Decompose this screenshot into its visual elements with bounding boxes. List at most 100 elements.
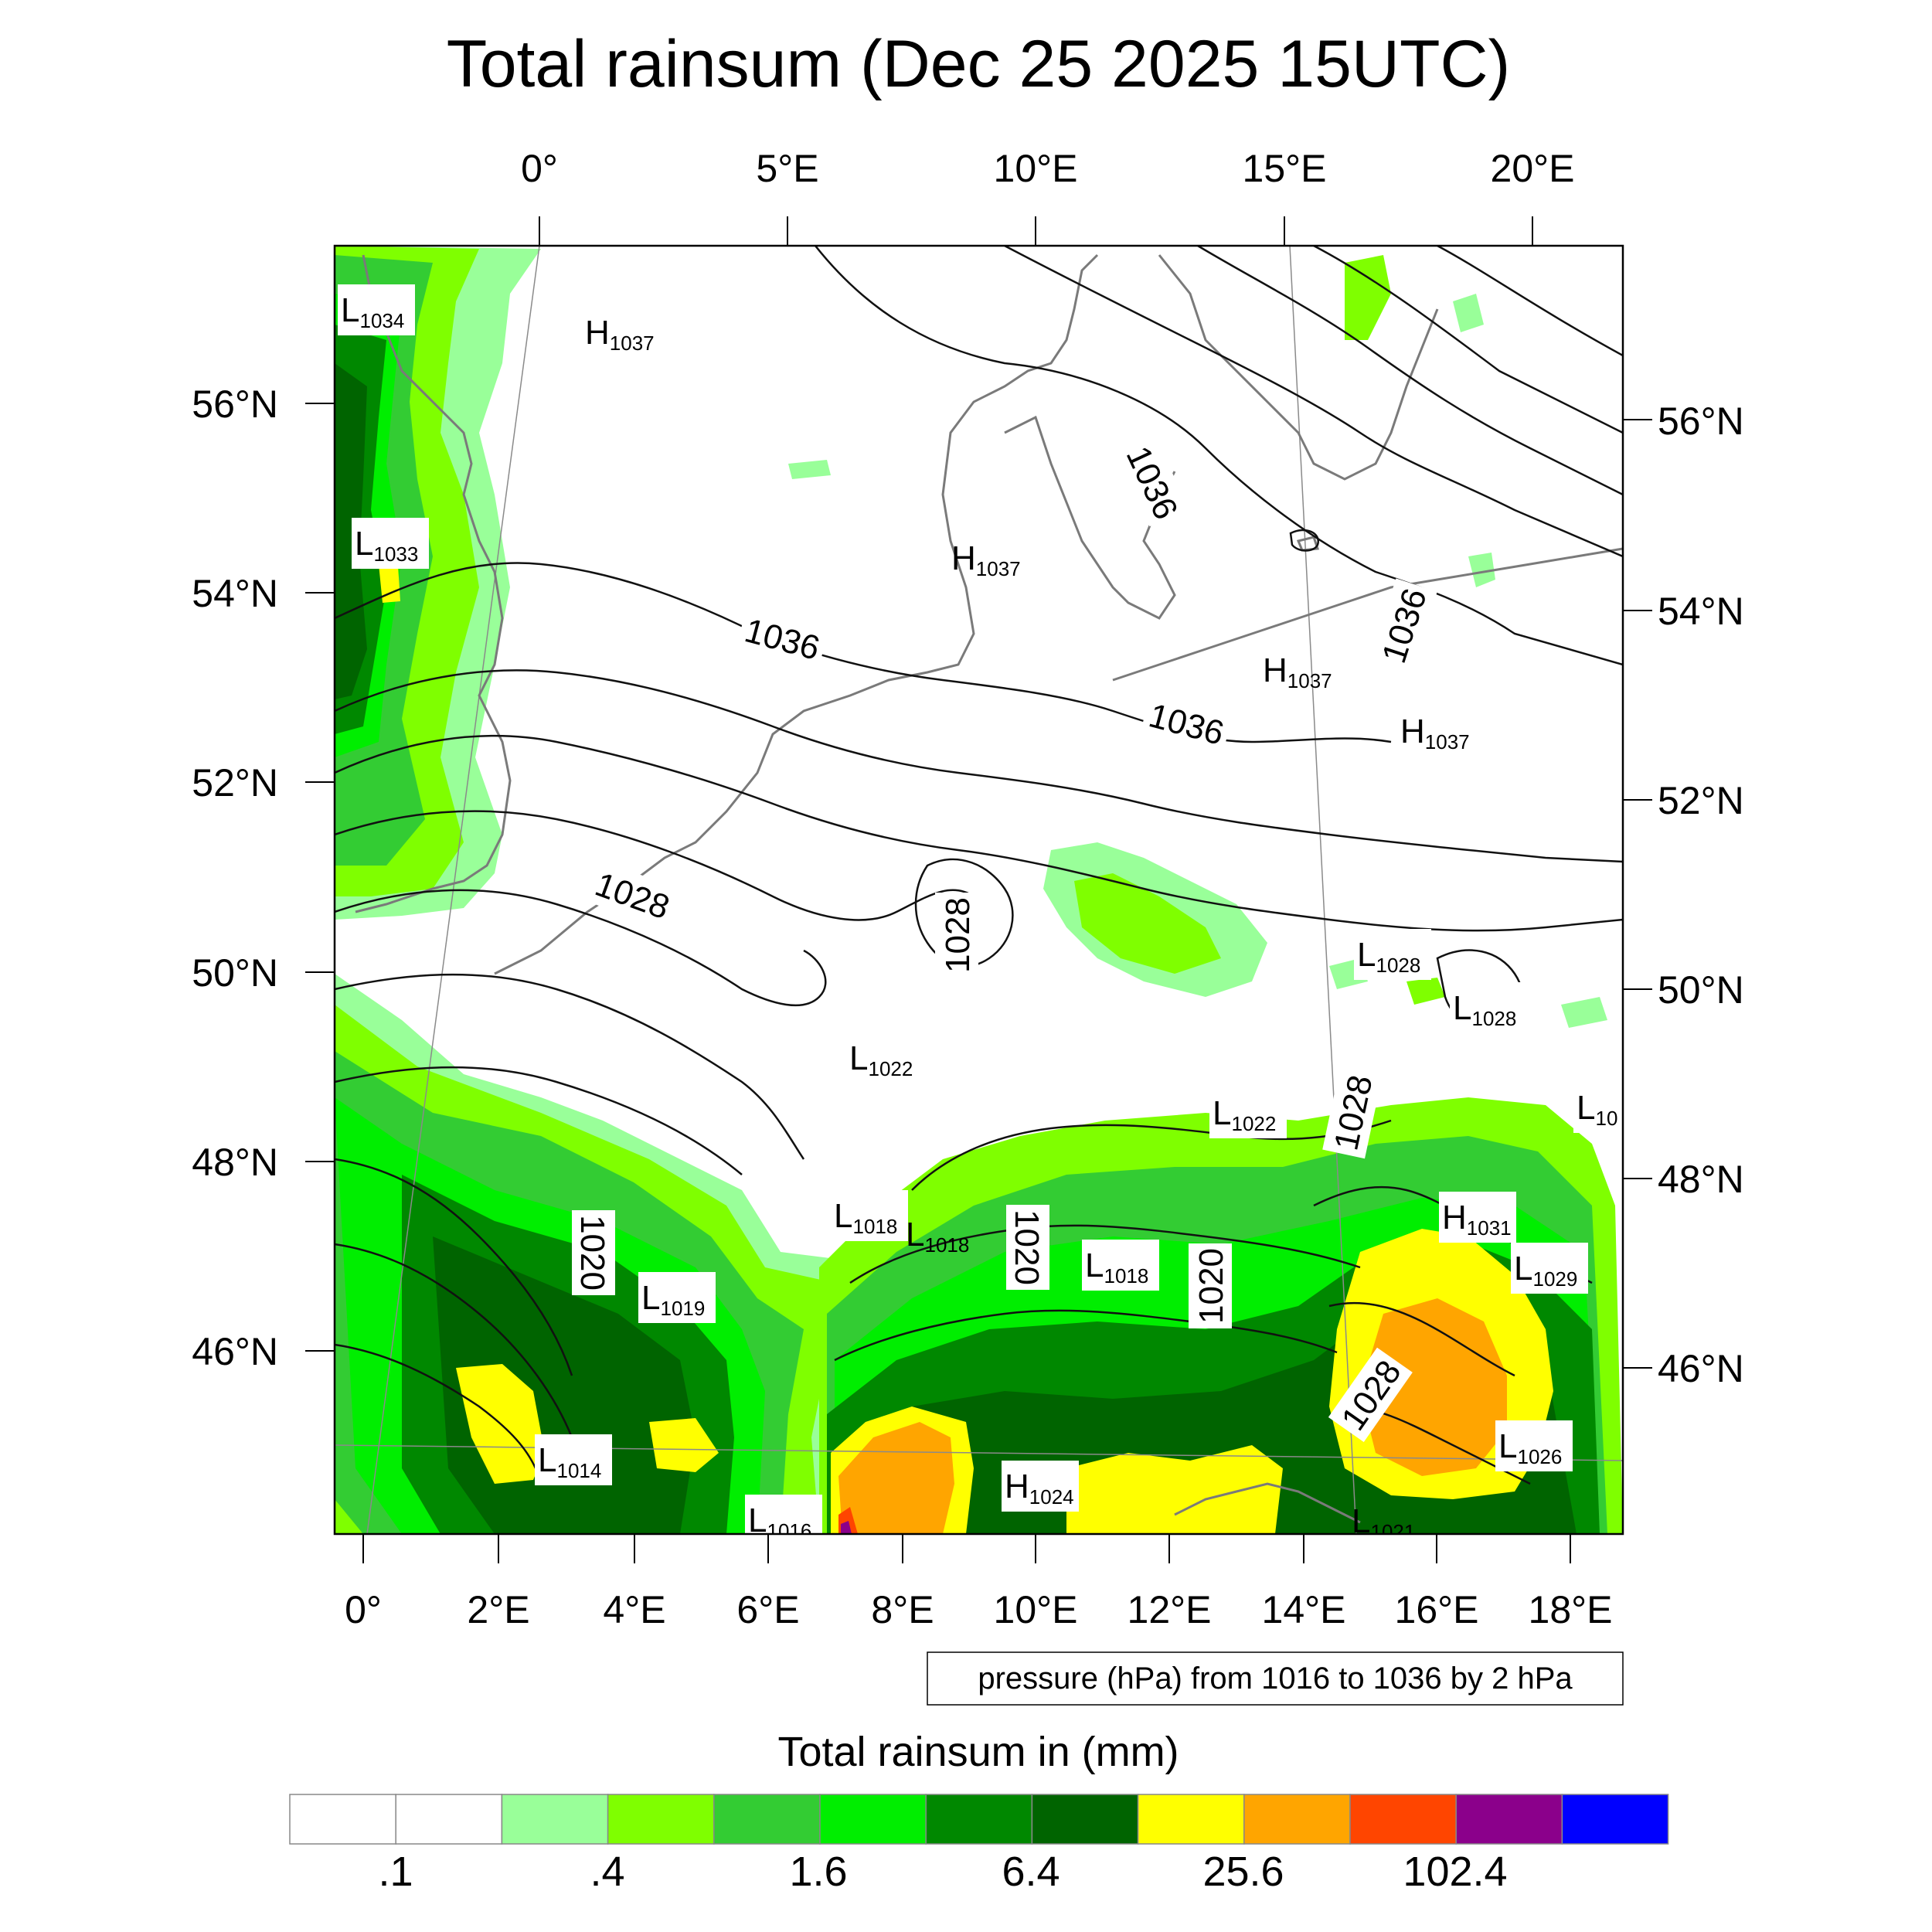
contour-label: 1020 (1189, 1243, 1232, 1328)
pressure-center: L1029 (1511, 1243, 1588, 1294)
axis-ticks (305, 216, 1652, 1563)
rain-patch-czech-lime (1074, 873, 1221, 974)
pressure-center: H1037 (1263, 651, 1332, 692)
left-latitude-labels: 56°N 54°N 52°N 50°N 48°N 46°N (192, 383, 278, 1373)
colorbar-box (1031, 1794, 1139, 1845)
rain-spot-sw-yellow-2 (649, 1418, 719, 1472)
rain-core-nitaly-orange (838, 1422, 954, 1534)
lon-label: 15°E (1243, 147, 1327, 190)
colorbar-box (1561, 1794, 1669, 1845)
svg-text:H1037: H1037 (1400, 713, 1470, 753)
svg-text:1028: 1028 (939, 897, 977, 973)
lon-label: 20°E (1491, 147, 1575, 190)
isobar (1289, 529, 1319, 552)
pressure-center: L1034 (338, 284, 415, 335)
isobar (914, 858, 1014, 968)
pressure-center: L1016 (745, 1495, 822, 1534)
svg-text:L1034: L1034 (341, 291, 404, 332)
coast-lake-1 (1296, 536, 1320, 552)
svg-text:L1021: L1021 (1352, 1502, 1415, 1543)
pressure-center: L1028 (1354, 929, 1431, 980)
isobar (1004, 246, 1623, 558)
colorbar: Total rainsum in (mm) .1 .4 1.6 6.4 25.6… (289, 1729, 1669, 1895)
pressure-contours (335, 246, 1623, 1485)
isobar (335, 1243, 573, 1438)
map-frame (333, 244, 1624, 1536)
contour-label: 1020 (1006, 1205, 1049, 1290)
lon-label: 14°E (1262, 1588, 1346, 1631)
isobar (1197, 246, 1623, 496)
lon-label: 12°E (1128, 1588, 1212, 1631)
colorbar-boxes (289, 1794, 1669, 1845)
isobar (335, 973, 805, 1160)
colorbar-tick: 102.4 (1403, 1849, 1507, 1895)
contour-label: 1020 (572, 1210, 615, 1295)
pressure-center: L1018 (906, 1216, 969, 1257)
map-panel: 1036 1036 1036 1036 1028 (333, 244, 1624, 1543)
rain-patch-northsea (788, 460, 831, 479)
rain-core-nitaly-purple (841, 1521, 852, 1534)
svg-text:L1033: L1033 (355, 525, 418, 566)
lat-label: 54°N (1658, 590, 1744, 633)
lon-label: 10°E (994, 147, 1078, 190)
contour-info-box: pressure (hPa) from 1016 to 1036 by 2 hP… (927, 1651, 1624, 1706)
svg-text:L1019: L1019 (641, 1279, 705, 1320)
lat-label: 46°N (1658, 1347, 1744, 1390)
map-content: 1036 1036 1036 1036 1028 (335, 246, 1623, 1543)
rain-spot-nw-yellow (379, 564, 400, 603)
colorbar-tick-labels: .1 .4 1.6 6.4 25.6 102.4 (378, 1849, 1507, 1895)
lon-label: 16°E (1395, 1588, 1479, 1631)
isobar (335, 734, 1623, 932)
isobar (911, 1119, 1392, 1191)
pressure-center: L1019 (638, 1272, 716, 1323)
isobar (1313, 246, 1623, 434)
pressure-center-layer: L1034 H1037 L1033 H1037 H1037 H1037 (338, 284, 1623, 1543)
svg-text:L1028: L1028 (1357, 936, 1420, 977)
colorbar-box (395, 1794, 503, 1845)
bottom-longitude-labels: 0° 2°E 4°E 6°E 8°E 10°E 12°E 14°E 16°E 1… (345, 1588, 1612, 1631)
pressure-center: L1026 (1495, 1420, 1573, 1471)
coast-britain-east (355, 254, 512, 913)
coast-sweden (1158, 254, 1439, 481)
coast-denmark (1004, 415, 1176, 620)
pressure-center: H1037 (1400, 713, 1470, 753)
svg-text:1020: 1020 (1008, 1209, 1046, 1285)
rain-patch-east-2 (1561, 997, 1607, 1028)
lat-label: 48°N (1658, 1158, 1744, 1201)
colorbar-box (925, 1794, 1033, 1845)
colorbar-tick: .1 (378, 1849, 413, 1895)
svg-text:L1018: L1018 (906, 1216, 969, 1257)
pressure-center: L1022 (846, 1032, 923, 1083)
isobar (335, 1066, 743, 1175)
lat-label: 48°N (192, 1141, 278, 1184)
svg-text:L1026: L1026 (1498, 1427, 1562, 1468)
lat-label: 46°N (192, 1330, 278, 1373)
rain-patch-poland (1468, 553, 1495, 587)
isobar (849, 1224, 1361, 1284)
top-longitude-labels: 0° 5°E 10°E 15°E 20°E (521, 147, 1574, 190)
svg-text:H1024: H1024 (1005, 1468, 1074, 1509)
svg-text:H1037: H1037 (951, 539, 1021, 580)
colorbar-box (1243, 1794, 1351, 1845)
lon-label: 10°E (994, 1588, 1078, 1631)
contour-label: 1028 (935, 893, 978, 978)
svg-text:H1037: H1037 (1263, 651, 1332, 692)
svg-text:L1022: L1022 (1213, 1094, 1276, 1135)
pressure-center: L1018 (1082, 1240, 1159, 1291)
rain-core-center-yellow (1066, 1445, 1283, 1534)
colorbar-tick: 6.4 (1002, 1849, 1060, 1895)
pressure-center: L1021 (1352, 1502, 1415, 1543)
isobar (335, 889, 827, 1007)
pressure-center: L10 (1573, 1082, 1623, 1133)
lat-label: 56°N (192, 383, 278, 426)
svg-text:H1031: H1031 (1442, 1199, 1512, 1240)
pressure-center: L1022 (1209, 1087, 1287, 1138)
colorbar-box (1137, 1794, 1245, 1845)
colorbar-box (501, 1794, 609, 1845)
isobar (335, 669, 1623, 863)
coast-adriatic (1174, 1482, 1361, 1524)
svg-text:1020: 1020 (573, 1215, 611, 1291)
rain-core-east-orange (1360, 1298, 1507, 1476)
svg-text:H1037: H1037 (585, 314, 655, 355)
